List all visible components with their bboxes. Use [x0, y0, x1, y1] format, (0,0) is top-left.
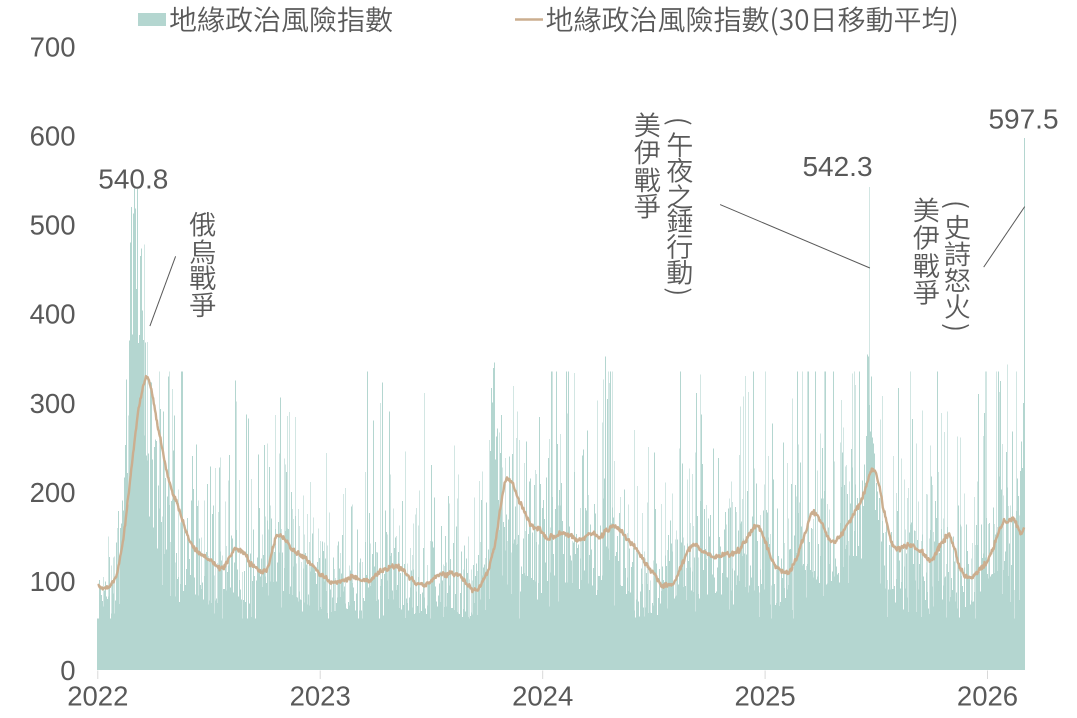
svg-text:2023: 2023 — [290, 681, 351, 712]
svg-text:2024: 2024 — [512, 681, 573, 712]
svg-text:400: 400 — [30, 299, 76, 330]
svg-text:500: 500 — [30, 210, 76, 241]
svg-text:2022: 2022 — [67, 681, 128, 712]
svg-text:597.5: 597.5 — [988, 104, 1058, 135]
svg-text:100: 100 — [30, 566, 76, 597]
svg-text:600: 600 — [30, 121, 76, 152]
svg-text:540.8: 540.8 — [98, 164, 168, 195]
svg-text:200: 200 — [30, 477, 76, 508]
svg-text:2025: 2025 — [735, 681, 796, 712]
svg-text:700: 700 — [30, 32, 76, 63]
svg-text:2026: 2026 — [957, 681, 1018, 712]
svg-text:0: 0 — [60, 655, 75, 686]
svg-text:542.3: 542.3 — [802, 151, 872, 182]
svg-text:300: 300 — [30, 388, 76, 419]
